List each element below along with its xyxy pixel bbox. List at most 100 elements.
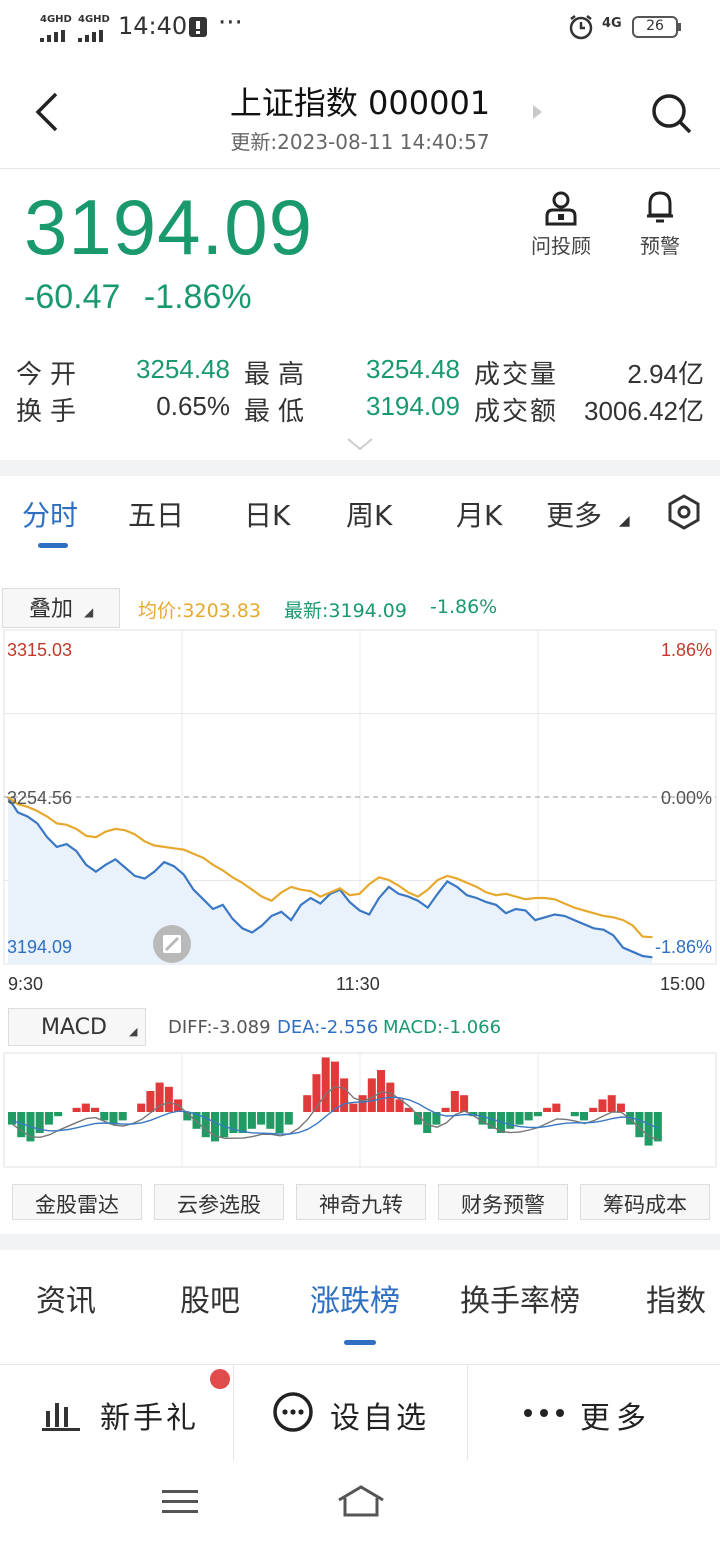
macd-label: MACD <box>41 1015 107 1040</box>
macd-bar <box>460 1095 469 1112</box>
macd-bar <box>81 1103 90 1112</box>
macd-bar <box>155 1082 164 1112</box>
battery-level: 26 <box>646 18 664 34</box>
intraday-chart[interactable] <box>0 628 720 968</box>
next-arrow-icon[interactable] <box>532 104 544 124</box>
page-title: 上证指数 000001 <box>229 84 491 122</box>
chip-cloud-pick[interactable]: 云参选股 <box>154 1184 284 1220</box>
back-button[interactable] <box>32 90 62 138</box>
legend-pct: -1.86% <box>430 596 498 618</box>
macd-bar <box>423 1112 432 1133</box>
expand-chevron-icon[interactable] <box>346 436 374 455</box>
latest-price-line <box>7 796 653 959</box>
y-left-base: 3254.56 <box>7 788 73 808</box>
status-bar: 4GHD 4GHD 14:40 ··· 4G 26 <box>0 0 720 54</box>
tab-more[interactable]: 更多 ◢ <box>546 494 630 534</box>
chip-finance-alert[interactable]: 财务预警 <box>438 1184 568 1220</box>
macd-bar <box>183 1112 192 1121</box>
tab-index[interactable]: 指数 <box>646 1284 706 1319</box>
macd-chart[interactable] <box>0 1052 720 1170</box>
tab-turnover-rank[interactable]: 换手率榜 <box>460 1284 580 1319</box>
macd-bar <box>552 1103 561 1112</box>
tab-intraday[interactable]: 分时 <box>22 499 79 532</box>
macd-bar <box>257 1112 266 1125</box>
macd-bar <box>441 1107 450 1112</box>
notification-dot <box>210 1369 230 1389</box>
settings-button[interactable] <box>666 494 702 534</box>
signal-1-icon <box>40 27 72 46</box>
macd-bar <box>266 1112 275 1129</box>
advisor-label: 问投顾 <box>531 234 591 258</box>
change-pct: -1.86% <box>143 278 252 316</box>
tab-more-label: 更多 <box>546 499 603 532</box>
tab-news[interactable]: 资讯 <box>36 1284 96 1319</box>
macd-bar <box>367 1078 376 1112</box>
tab-movers[interactable]: 涨跌榜 <box>310 1284 400 1319</box>
tab-indicator <box>38 543 68 548</box>
edit-drawing-button[interactable] <box>152 924 192 968</box>
stat-value-open: 3254.48 <box>136 354 230 384</box>
stat-value-low: 3194.09 <box>366 391 460 421</box>
alert-button[interactable]: 预警 <box>630 190 690 259</box>
home-icon[interactable] <box>336 1484 386 1518</box>
stat-label-open: 今开 <box>16 360 85 390</box>
back-icon <box>35 92 58 132</box>
macd-diff: DIFF:-3.089 <box>168 1017 271 1038</box>
macd-bar <box>210 1112 219 1142</box>
macd-bar <box>543 1107 552 1112</box>
signal-1-label: 4GHD <box>40 14 72 25</box>
macd-bar <box>533 1112 542 1117</box>
macd-bar <box>524 1112 533 1121</box>
macd-bar <box>44 1112 53 1125</box>
tab-week-k[interactable]: 周K <box>346 499 393 532</box>
search-button[interactable] <box>648 90 694 140</box>
bar-divider-1 <box>233 1365 234 1461</box>
macd-bar <box>17 1112 26 1138</box>
macd-dea: DEA:-2.556 <box>277 1017 379 1038</box>
overlay-button[interactable]: 叠加 ◢ <box>2 588 120 628</box>
chip-chip-cost[interactable]: 筹码成本 <box>580 1184 710 1220</box>
menu-icon[interactable] <box>162 1488 198 1516</box>
bottom-action-bar: 新手礼 设自选 更多 <box>0 1364 720 1461</box>
stat-label-low: 最低 <box>244 397 313 427</box>
more-circle-icon <box>273 1392 313 1432</box>
gift-button[interactable]: 新手礼 <box>0 1365 234 1461</box>
macd-bar <box>137 1103 146 1112</box>
legend-latest: 最新:3194.09 <box>284 600 407 622</box>
header-divider <box>0 168 720 169</box>
macd-dea-line <box>12 1096 659 1135</box>
y-right-low: -1.86% <box>654 937 712 957</box>
stat-label-amount: 成交额 <box>474 397 559 427</box>
advisor-icon <box>545 191 577 226</box>
signal-2-icon <box>78 27 110 46</box>
update-time: 更新:2023-08-11 14:40:57 <box>230 130 490 154</box>
avg-price-line <box>7 796 653 939</box>
dots-icon <box>524 1409 564 1417</box>
stat-label-high: 最高 <box>244 360 313 390</box>
more-button[interactable]: 更多 <box>468 1365 720 1461</box>
tab-day-k[interactable]: 日K <box>244 499 291 532</box>
add-watchlist-button[interactable]: 设自选 <box>234 1365 468 1461</box>
signal-2-label: 4GHD <box>78 14 110 25</box>
chip-nine-turn[interactable]: 神奇九转 <box>296 1184 426 1220</box>
macd-button[interactable]: MACD ◢ <box>8 1008 146 1046</box>
stat-label-turnover: 换手 <box>16 397 85 427</box>
macd-bar <box>340 1078 349 1112</box>
chip-gold-radar[interactable]: 金股雷达 <box>12 1184 142 1220</box>
alarm-icon <box>568 14 594 44</box>
y-right-base: 0.00% <box>660 788 712 808</box>
legend-avg: 均价:3203.83 <box>138 600 261 622</box>
macd-bar <box>653 1112 662 1142</box>
overlay-caret-icon: ◢ <box>84 605 94 619</box>
macd-bar <box>570 1112 579 1117</box>
macd-bar <box>506 1112 515 1129</box>
tab-five-day[interactable]: 五日 <box>128 499 185 532</box>
advisor-button[interactable]: 问投顾 <box>526 190 596 259</box>
stat-value-turnover: 0.65% <box>156 391 230 421</box>
macd-bar <box>247 1112 256 1129</box>
section-separator-2 <box>0 1234 720 1250</box>
tab-forum[interactable]: 股吧 <box>180 1284 240 1319</box>
macd-caret-icon: ◢ <box>129 1025 138 1038</box>
tab-month-k[interactable]: 月K <box>456 499 503 532</box>
add-watchlist-label: 设自选 <box>330 1401 429 1436</box>
